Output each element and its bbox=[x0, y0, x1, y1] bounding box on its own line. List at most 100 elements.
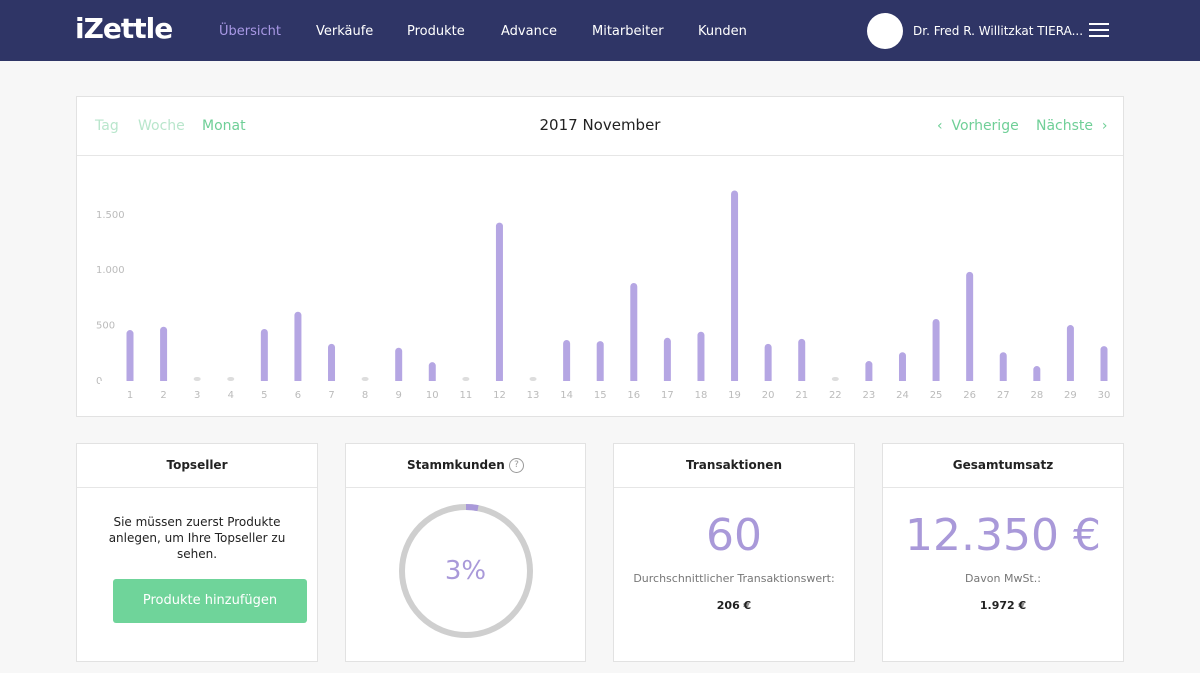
tab[interactable]: Monat bbox=[202, 118, 246, 134]
bar bbox=[529, 377, 537, 381]
help-icon[interactable]: ? bbox=[509, 458, 524, 473]
user-name[interactable]: Dr. Fred R. Willitzkat TIERA... bbox=[913, 24, 1084, 38]
card-title: Topseller bbox=[77, 444, 317, 488]
bar bbox=[831, 377, 839, 381]
x-tick-label: 18 bbox=[695, 390, 708, 401]
bar bbox=[697, 331, 705, 384]
bar bbox=[1100, 346, 1108, 384]
ring bbox=[399, 504, 533, 638]
nav-item[interactable]: Übersicht bbox=[219, 24, 281, 39]
bar bbox=[428, 362, 436, 384]
kpi-subvalue: 1.972 € bbox=[979, 599, 1027, 612]
x-tick-label: 30 bbox=[1098, 390, 1111, 401]
kpi-value: 12.350 € bbox=[905, 510, 1101, 561]
kpi-sub: Durchschnittlicher Transaktionswert: bbox=[633, 572, 835, 585]
x-tick-label: 28 bbox=[1030, 390, 1043, 401]
stammkunden-card: Stammkunden ? 3% bbox=[345, 443, 586, 662]
x-tick-label: 7 bbox=[328, 390, 334, 401]
kpi-value: 60 bbox=[706, 510, 762, 561]
x-tick-label: 26 bbox=[963, 390, 976, 401]
x-tick-label: 13 bbox=[527, 390, 540, 401]
x-tick-label: 20 bbox=[762, 390, 775, 401]
baseline-cover bbox=[100, 381, 1120, 384]
next-button[interactable]: Nächste › bbox=[1036, 118, 1108, 134]
x-tick-label: 12 bbox=[493, 390, 506, 401]
bar bbox=[596, 341, 604, 384]
header: iZettle Übersicht Verkäufe Produkte Adva… bbox=[0, 0, 1200, 61]
bar bbox=[1033, 366, 1041, 384]
bar bbox=[260, 328, 268, 384]
bar bbox=[563, 340, 571, 384]
bar bbox=[160, 326, 168, 384]
bar bbox=[395, 347, 403, 384]
card-title: Transaktionen bbox=[614, 444, 854, 488]
ring-arc bbox=[465, 504, 479, 512]
prev-label[interactable]: Vorherige bbox=[951, 118, 1019, 134]
bar bbox=[764, 343, 772, 384]
tab[interactable]: Woche bbox=[138, 118, 185, 134]
gesamtumsatz-card: Gesamtumsatz 12.350 € Davon MwSt.: 1.972… bbox=[882, 443, 1124, 662]
x-tick-label: 25 bbox=[930, 390, 943, 401]
bar bbox=[798, 338, 806, 384]
bar bbox=[294, 311, 302, 384]
divider bbox=[77, 155, 1123, 156]
x-tick-label: 16 bbox=[627, 390, 640, 401]
x-tick-label: 14 bbox=[560, 390, 573, 401]
x-tick-label: 29 bbox=[1064, 390, 1077, 401]
bar bbox=[462, 377, 470, 381]
bar bbox=[193, 377, 201, 381]
menu-button[interactable] bbox=[1089, 23, 1109, 37]
next-label[interactable]: Nächste bbox=[1036, 118, 1094, 134]
bar bbox=[898, 352, 906, 384]
bar bbox=[966, 271, 974, 384]
bar bbox=[328, 343, 336, 384]
bar bbox=[630, 282, 638, 384]
period-title: 2017 November bbox=[539, 116, 661, 134]
x-tick-label: 1 bbox=[127, 390, 133, 401]
bar bbox=[126, 330, 134, 384]
bar bbox=[932, 318, 940, 384]
y-tick-label: 500 bbox=[96, 321, 115, 332]
card-title: Stammkunden ? bbox=[346, 444, 585, 488]
bar bbox=[361, 377, 369, 381]
card-title: Gesamtumsatz bbox=[883, 444, 1123, 488]
ring-label: 3% bbox=[444, 556, 487, 586]
bar bbox=[1066, 325, 1074, 384]
x-tick-label: 23 bbox=[863, 390, 876, 401]
bar bbox=[999, 352, 1007, 384]
x-tick-label: 3 bbox=[194, 390, 200, 401]
topseller-card: Topseller Sie müssen zuerst Produkte anl… bbox=[76, 443, 318, 662]
nav-item[interactable]: Produkte bbox=[407, 24, 465, 39]
x-tick-label: 22 bbox=[829, 390, 842, 401]
add-products-button[interactable]: Produkte hinzufügen bbox=[113, 579, 307, 623]
bar bbox=[731, 190, 739, 384]
x-tick-label: 10 bbox=[426, 390, 439, 401]
prev-button[interactable]: ‹ Vorherige bbox=[937, 118, 1019, 134]
x-tick-label: 6 bbox=[295, 390, 301, 401]
logo[interactable]: iZettle bbox=[75, 12, 173, 45]
x-tick-label: 8 bbox=[362, 390, 368, 401]
tab[interactable]: Tag bbox=[95, 118, 119, 134]
avatar[interactable] bbox=[867, 13, 903, 49]
kpi-subvalue: 206 € bbox=[716, 599, 752, 612]
nav-item[interactable]: Verkäufe bbox=[316, 24, 374, 39]
nav-item[interactable]: Mitarbeiter bbox=[592, 24, 664, 39]
bar bbox=[495, 222, 503, 384]
bar bbox=[865, 361, 873, 384]
card-title-text: Stammkunden bbox=[406, 458, 505, 472]
x-tick-label: 2 bbox=[160, 390, 166, 401]
nav-item[interactable]: Advance bbox=[501, 24, 557, 39]
kpi-sub: Davon MwSt.: bbox=[965, 572, 1041, 585]
card-text: Sie müssen zuerst Produkte anlegen, um I… bbox=[108, 515, 286, 561]
x-tick-label: 19 bbox=[728, 390, 741, 401]
nav-item[interactable]: Kunden bbox=[698, 24, 747, 39]
x-tick-label: 4 bbox=[228, 390, 234, 401]
x-tick-label: 27 bbox=[997, 390, 1010, 401]
x-tick-label: 24 bbox=[896, 390, 909, 401]
y-tick-label: 0 bbox=[96, 376, 102, 387]
x-tick-label: 21 bbox=[795, 390, 808, 401]
y-tick-label: 1.500 bbox=[96, 210, 125, 221]
bar bbox=[227, 377, 235, 381]
